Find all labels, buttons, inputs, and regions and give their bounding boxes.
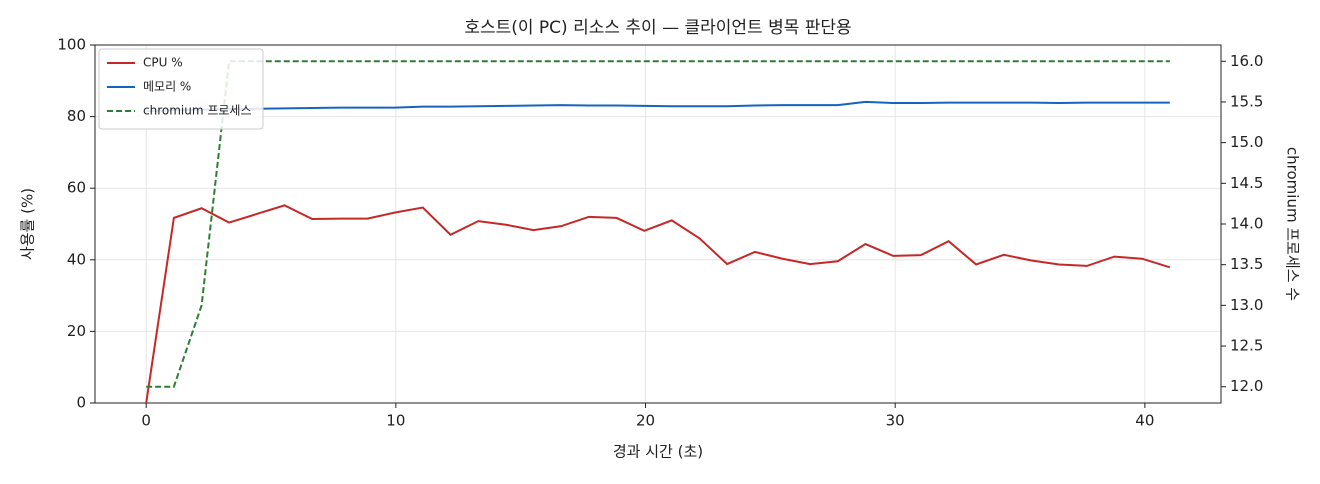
- y2-tick-label: 15.5: [1230, 92, 1263, 110]
- y-axis-label: 사용률 (%): [19, 188, 37, 260]
- y2-tick-label: 14.5: [1230, 174, 1263, 192]
- x-axis-label: 경과 시간 (초): [613, 443, 703, 461]
- y2-tick-label: 14.0: [1230, 215, 1263, 233]
- y-tick-label: 80: [67, 107, 86, 125]
- legend-box: [98, 48, 264, 130]
- y2-tick-label: 12.5: [1230, 337, 1263, 355]
- y2-axis-label: chromium 프로세스 수: [1284, 147, 1302, 301]
- x-tick-label: 40: [1135, 412, 1154, 430]
- y-tick-label: 40: [67, 250, 86, 268]
- legend-label: chromium 프로세스: [143, 104, 252, 118]
- legend-label: 메모리 %: [143, 80, 191, 94]
- x-tick-label: 30: [886, 412, 905, 430]
- series-line: [145, 204, 1171, 404]
- y2-tick-label: 16.0: [1230, 52, 1263, 70]
- chart-title: 호스트(이 PC) 리소스 추이 — 클라이언트 병목 판단용: [464, 18, 851, 38]
- y-tick-label: 60: [67, 179, 86, 197]
- y-tick-label: 100: [57, 36, 86, 54]
- x-tick-label: 0: [141, 412, 151, 430]
- series-line: [146, 60, 1170, 388]
- y2-tick-label: 13.5: [1230, 255, 1263, 273]
- y2-tick-label: 13.0: [1230, 296, 1263, 314]
- x-tick-label: 20: [636, 412, 655, 430]
- y2-tick-label: 12.0: [1230, 377, 1263, 395]
- y-tick-label: 0: [76, 394, 86, 412]
- y-tick-label: 20: [67, 322, 86, 340]
- series-line: [146, 100, 1170, 113]
- legend: CPU % 메모리 % chromium 프로세스: [98, 48, 264, 130]
- x-tick-label: 10: [386, 412, 405, 430]
- y2-tick-label: 15.0: [1230, 133, 1263, 151]
- legend-label: CPU %: [143, 56, 183, 70]
- plot-frame: [94, 44, 1222, 404]
